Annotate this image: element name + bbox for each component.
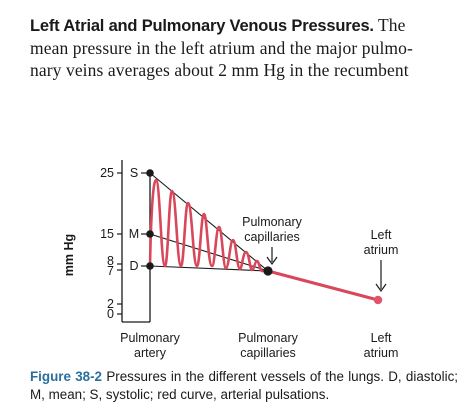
diastolic-line — [149, 265, 269, 272]
diastolic-label: D — [129, 259, 138, 273]
caption-text: Pressures in the different vessels of th… — [30, 369, 458, 402]
y-ticks — [117, 172, 122, 315]
x-label-capillaries-line-1: Pulmonary — [238, 331, 298, 345]
y-tick-label-2: 2 — [107, 297, 114, 311]
mean-point — [146, 230, 154, 238]
y-tick-label-0: 0 — [107, 307, 114, 321]
capillary-to-atrium-line — [266, 269, 380, 302]
figure-caption: Figure 38-2 Pressures in the different v… — [30, 368, 458, 404]
diastolic-point — [146, 262, 154, 270]
capillaries-annotation-line-1: Pulmonary — [242, 215, 302, 229]
x-label-capillaries-line-2: capillaries — [240, 346, 296, 360]
x-label-atrium-line-1: Left — [371, 331, 392, 345]
atrium-arrow-head — [375, 283, 387, 293]
paragraph-line-1: Left Atrial and Pulmonary Venous Pressur… — [30, 14, 458, 37]
x-label-artery-line-2: artery — [134, 346, 167, 360]
capillary-point — [263, 266, 273, 276]
arterial-pulsation-curve — [148, 178, 270, 273]
atrium-annotation-line-2: atrium — [364, 243, 399, 257]
figure-label: Figure 38-2 — [30, 369, 103, 384]
y-tick-label-7: 7 — [107, 264, 114, 278]
paragraph-line-1-rest: The — [378, 15, 406, 35]
x-label-artery-line-1: Pulmonary — [120, 331, 180, 345]
y-tick-label-15: 15 — [100, 227, 114, 241]
paragraph-line-3: nary veins averages about 2 mm Hg in the… — [30, 60, 409, 80]
left-atrium-point — [373, 295, 383, 305]
y-tick-label-25: 25 — [100, 166, 114, 180]
section-heading: Left Atrial and Pulmonary Venous Pressur… — [30, 17, 374, 35]
capillaries-arrow-head — [266, 256, 278, 266]
systolic-label: S — [130, 166, 138, 180]
y-axis-title: mm Hg — [62, 234, 76, 276]
y-tick-label-8: 8 — [107, 254, 114, 268]
systolic-point — [146, 169, 154, 177]
x-label-atrium-line-2: atrium — [364, 346, 399, 360]
body-paragraph: Left Atrial and Pulmonary Venous Pressur… — [30, 14, 458, 81]
capillaries-annotation-line-2: capillaries — [244, 230, 300, 244]
atrium-annotation-line-1: Left — [371, 228, 392, 242]
paragraph-line-2: mean pressure in the left atrium and the… — [30, 38, 413, 58]
mean-label: M — [129, 227, 139, 241]
